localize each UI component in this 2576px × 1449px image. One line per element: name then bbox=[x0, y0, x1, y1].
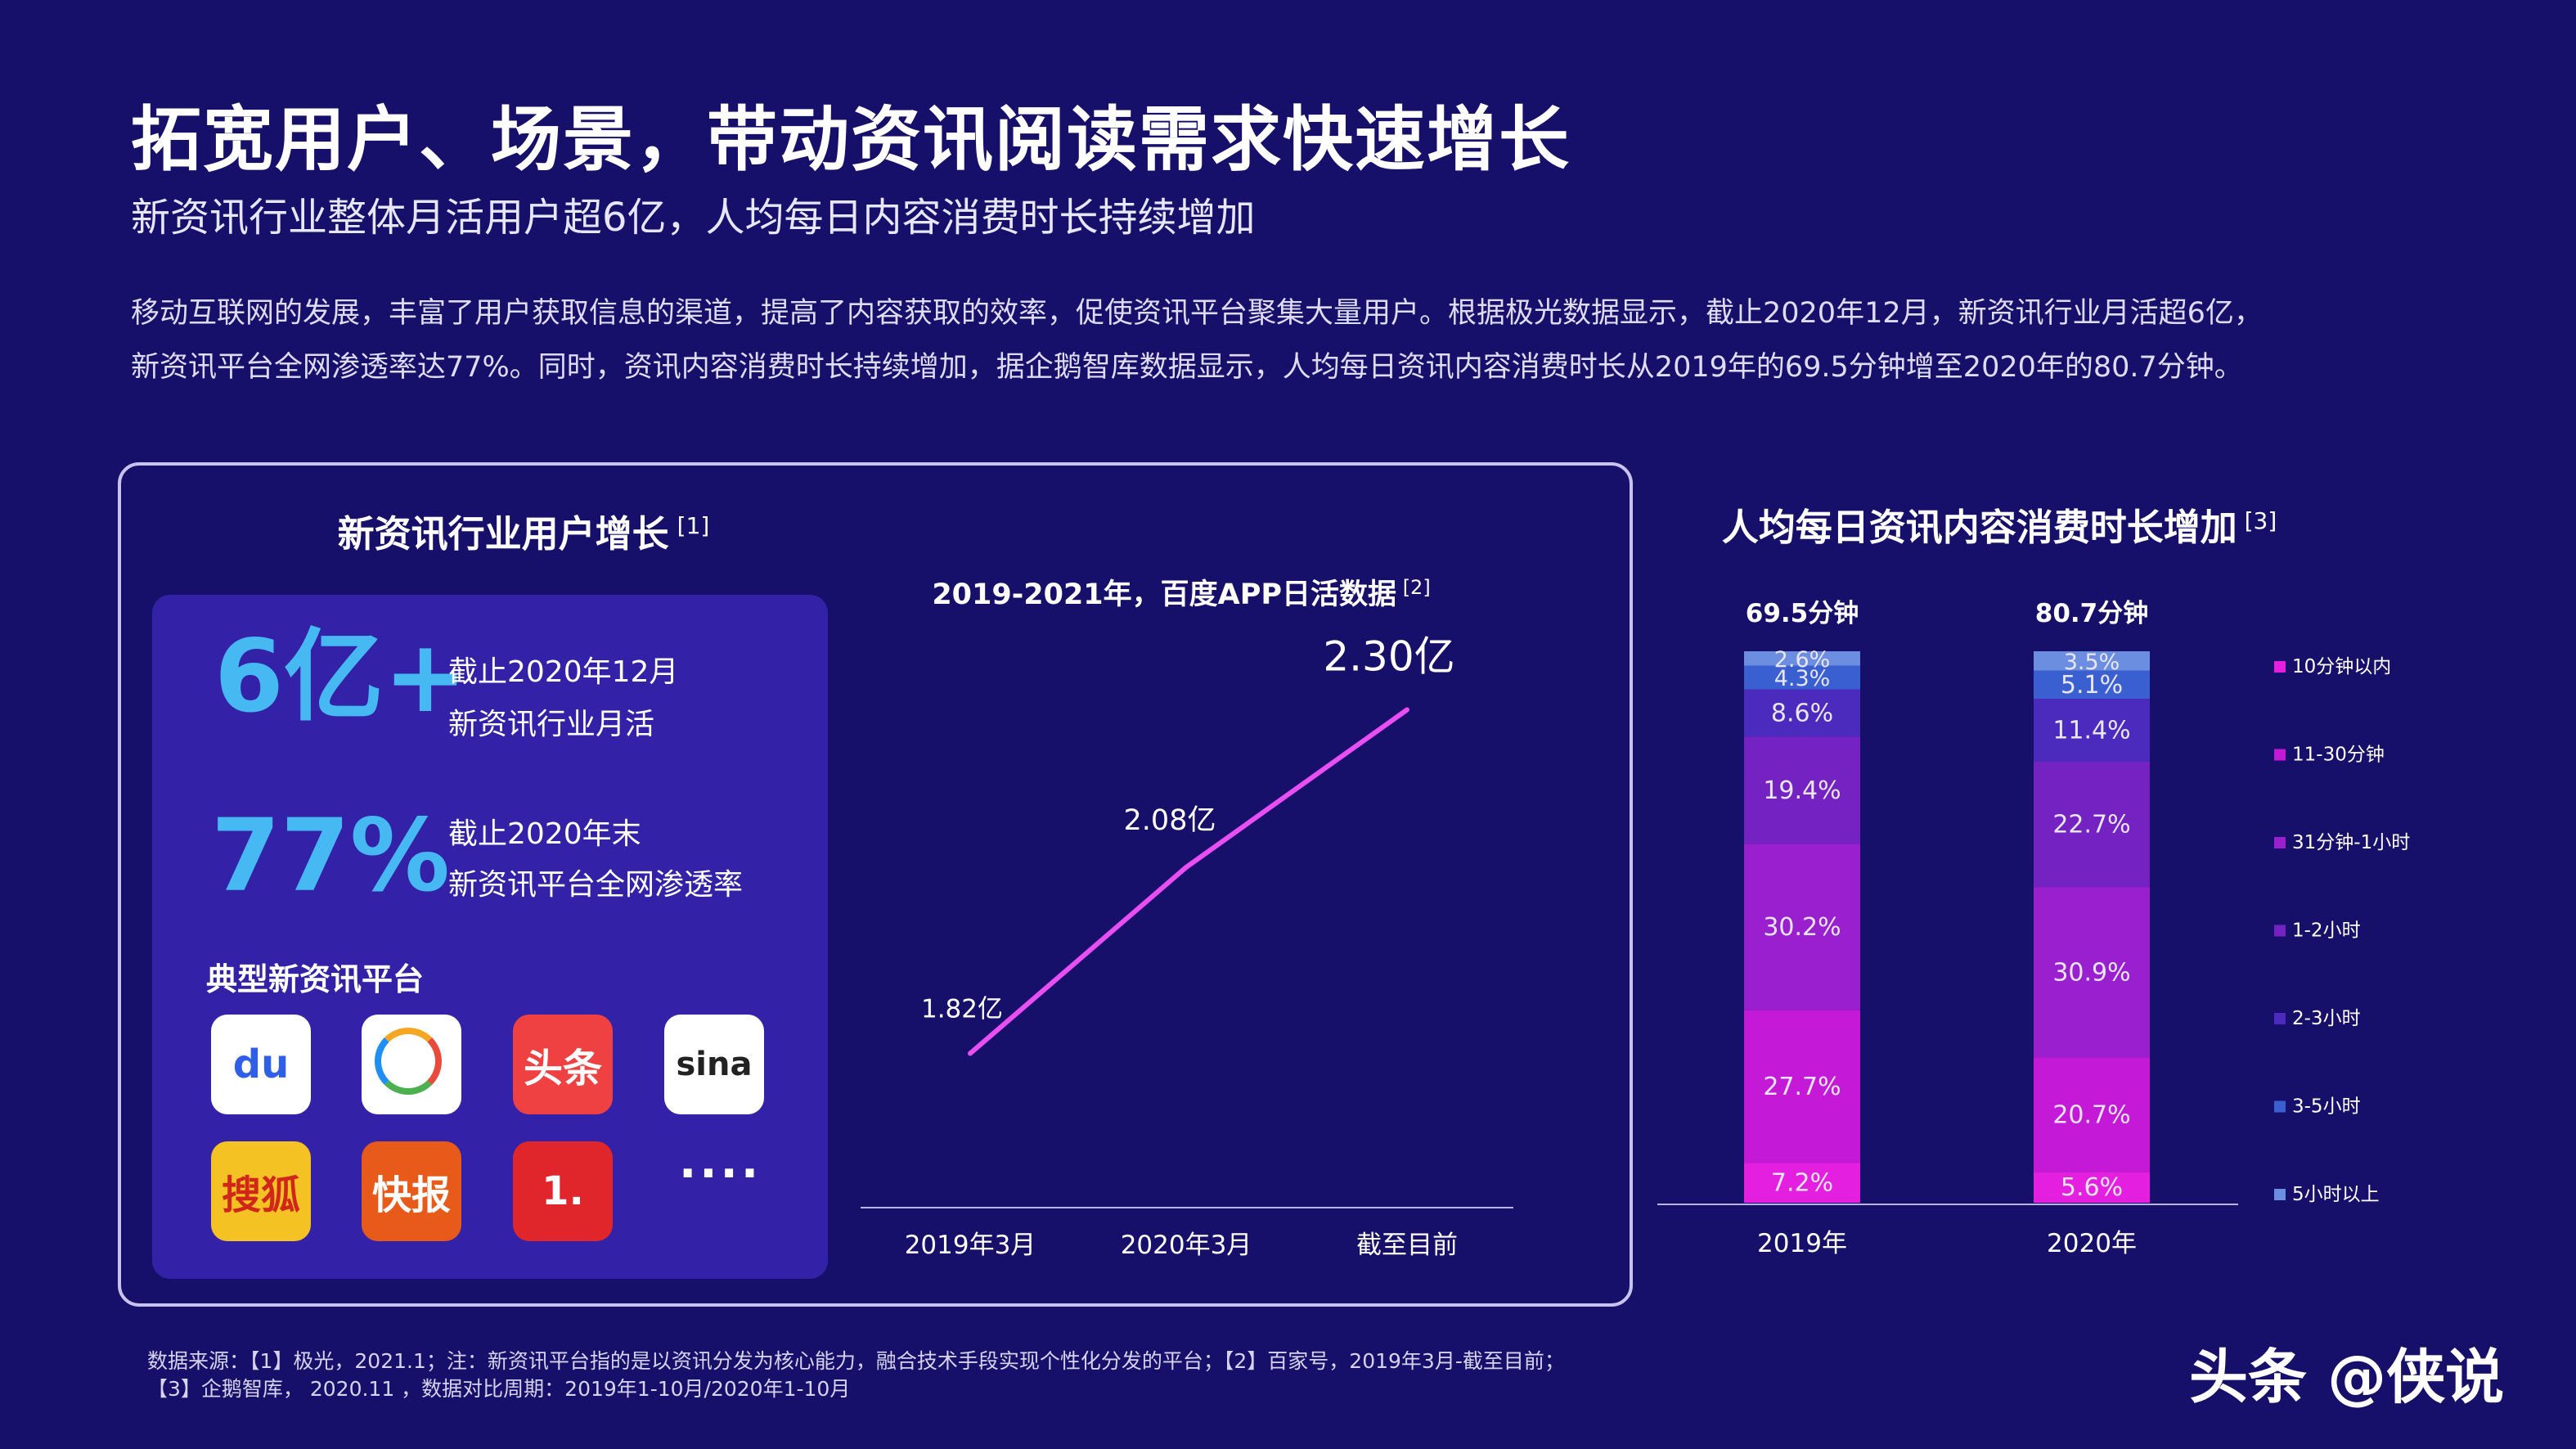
bar-segment-label: 19.4% bbox=[1763, 776, 1841, 805]
bar-segment-label: 30.2% bbox=[1763, 913, 1841, 942]
bar-segment bbox=[1744, 689, 1860, 737]
bar-segment-label: 27.7% bbox=[1763, 1073, 1841, 1101]
legend-label: 10分钟以内 bbox=[2292, 656, 2391, 677]
legend-swatch bbox=[2274, 837, 2286, 848]
yidian-label: 1. bbox=[542, 1168, 584, 1214]
bar-segment-label: 11.4% bbox=[2052, 716, 2130, 745]
baidu-label: du bbox=[232, 1042, 290, 1087]
bar-chart-title-ref: [3] bbox=[2237, 507, 2277, 534]
page-subtitle: 新资讯行业整体月活用户超6亿，人均每日内容消费时长持续增加 bbox=[131, 195, 1256, 241]
line-chart-series-line bbox=[969, 708, 1409, 1055]
monthly-users-label: 新资讯行业月活 bbox=[448, 708, 655, 741]
legend-swatch bbox=[2274, 1013, 2286, 1024]
data-source-note-1: 数据来源：【1】极光，2021.1；注：新资讯平台指的是以资讯分发为核心能力，融… bbox=[147, 1349, 1565, 1373]
bar-total-label: 80.7分钟 bbox=[2035, 599, 2149, 628]
bar-segment bbox=[2034, 1057, 2150, 1172]
line-chart-point bbox=[1405, 707, 1409, 713]
sohu-label: 搜狐 bbox=[221, 1172, 300, 1218]
legend-label: 31分钟-1小时 bbox=[2292, 832, 2410, 853]
bar-total-label: 69.5分钟 bbox=[1746, 599, 1859, 628]
bar-segment bbox=[2034, 651, 2150, 671]
penetration-date: 截止2020年末 bbox=[448, 817, 641, 851]
intro-paragraph-line-1: 移动互联网的发展，丰富了用户获取信息的渠道，提高了内容获取的效率，促使资讯平台聚… bbox=[131, 297, 2263, 330]
sina-label: sina bbox=[676, 1046, 753, 1083]
legend-label: 3-5小时 bbox=[2292, 1096, 2361, 1118]
bar-segment-label: 5.1% bbox=[2061, 671, 2123, 700]
bar-segment-label: 2.6% bbox=[1774, 647, 1831, 673]
tencent-news-icon bbox=[362, 1015, 461, 1114]
legend-label: 2-3小时 bbox=[2292, 1008, 2361, 1029]
legend-swatch bbox=[2274, 925, 2286, 937]
bar-x-tick-label: 2020年 bbox=[2047, 1229, 2137, 1258]
bar-segment bbox=[2034, 699, 2150, 762]
monthly-users-value: 6亿+ bbox=[214, 619, 468, 735]
intro-paragraph-line-2: 新资讯平台全网渗透率达77%。同时，资讯内容消费时长持续增加，据企鹅智库数据显示… bbox=[131, 351, 2243, 384]
legend-swatch bbox=[2274, 749, 2286, 761]
toutiao-icon: 头条 bbox=[513, 1015, 613, 1114]
legend-swatch bbox=[2274, 1100, 2286, 1113]
bar-segment bbox=[2034, 670, 2150, 700]
kuaibao-label: 快报 bbox=[371, 1172, 451, 1218]
legend-label: 11-30分钟 bbox=[2292, 745, 2385, 766]
line-chart-point bbox=[1184, 865, 1189, 870]
bar-segment bbox=[1744, 1010, 1860, 1163]
line-chart-data-label: 2.30亿 bbox=[1323, 633, 1454, 681]
monthly-users-date: 截止2020年12月 bbox=[448, 655, 679, 689]
bar-segment bbox=[1744, 736, 1860, 844]
line-chart-title: 2019-2021年，百度APP日活数据 [2] bbox=[932, 576, 1430, 611]
sina-icon: sina bbox=[664, 1015, 764, 1114]
bar-segment bbox=[1744, 665, 1860, 690]
user-growth-title-ref: [1] bbox=[677, 512, 710, 539]
sohu-icon: 搜狐 bbox=[211, 1141, 311, 1241]
bar-chart-title: 人均每日资讯内容消费时长增加 [3] bbox=[1722, 506, 2277, 549]
data-source-note-2: 【3】企鹅智库， 2020.11 ，数据对比周期：2019年1-10月/2020… bbox=[147, 1377, 851, 1401]
baidu-dau-line-chart: 2019-2021年，百度APP日活数据 [2] 1.82亿 2.08亿 2.30亿 2… bbox=[861, 576, 1513, 1260]
kuaibao-icon: 快报 bbox=[362, 1141, 461, 1241]
bar-segment bbox=[2034, 761, 2150, 888]
bar-segment bbox=[1744, 844, 1860, 1010]
bar-chart-title-text: 人均每日资讯内容消费时长增加 bbox=[1722, 506, 2237, 549]
legend-swatch bbox=[2274, 661, 2286, 673]
bar-segment bbox=[2034, 1172, 2150, 1203]
penetration-value: 77% bbox=[211, 798, 451, 914]
bar-segment-label: 22.7% bbox=[2052, 811, 2130, 839]
bar-segment-label: 3.5% bbox=[2064, 650, 2120, 675]
line-chart-x-tick-label: 2020年3月 bbox=[1121, 1231, 1252, 1260]
user-growth-title: 新资讯行业用户增长 [1] bbox=[0, 504, 1047, 557]
line-chart-x-tick-label: 截至目前 bbox=[1356, 1231, 1458, 1260]
line-chart-x-tick-label: 2019年3月 bbox=[905, 1231, 1036, 1260]
bar-segment bbox=[1744, 1163, 1860, 1203]
legend-label: 5小时以上 bbox=[2292, 1184, 2380, 1205]
line-chart-title-text: 2019-2021年，百度APP日活数据 bbox=[932, 578, 1396, 611]
bar-x-tick-label: 2019年 bbox=[1757, 1229, 1847, 1258]
platforms-title: 典型新资讯平台 bbox=[206, 961, 425, 997]
line-chart-data-label: 2.08亿 bbox=[1124, 804, 1216, 837]
bar-segment-label: 8.6% bbox=[1771, 699, 1833, 727]
watermark: 头条 @侠说 bbox=[2189, 1343, 2505, 1411]
penetration-label: 新资讯平台全网渗透率 bbox=[448, 868, 744, 902]
baidu-icon: du bbox=[211, 1015, 311, 1114]
line-chart-point bbox=[968, 1051, 973, 1056]
bar-segment-label: 5.6% bbox=[2061, 1173, 2123, 1202]
line-chart-data-label: 1.82亿 bbox=[921, 995, 1003, 1024]
bar-segment-label: 20.7% bbox=[2052, 1100, 2130, 1129]
legend-swatch bbox=[2274, 1189, 2286, 1200]
reading-time-stacked-bar-chart: 人均每日资讯内容消费时长增加 [3] 7.2% 27.7% 30.2% 19.4% 8.6… bbox=[1657, 506, 2410, 1258]
bar-segment-label: 4.3% bbox=[1774, 666, 1831, 691]
toutiao-label: 头条 bbox=[523, 1046, 602, 1091]
bar-segment-label: 30.9% bbox=[2052, 958, 2130, 987]
yidian-icon: 1. bbox=[513, 1141, 613, 1241]
user-growth-title-text: 新资讯行业用户增长 bbox=[337, 512, 669, 556]
page-title: 拓宽用户、场景，带动资讯阅读需求快速增长 bbox=[131, 99, 1571, 181]
more-platforms-icon: ···· bbox=[679, 1147, 762, 1200]
legend-label: 1-2小时 bbox=[2292, 920, 2361, 942]
bar-segment-label: 7.2% bbox=[1771, 1169, 1833, 1198]
bar-segment bbox=[1744, 651, 1860, 666]
line-chart-title-ref: [2] bbox=[1396, 576, 1431, 599]
bar-segment bbox=[2034, 887, 2150, 1058]
